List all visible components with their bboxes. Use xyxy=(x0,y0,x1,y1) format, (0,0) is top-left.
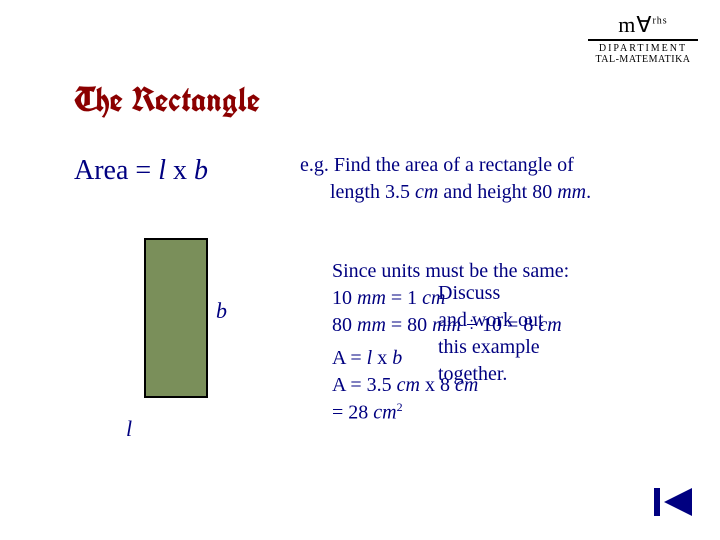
label-l: l xyxy=(126,416,132,442)
work-l6: = 28 cm2 xyxy=(332,399,692,427)
rectangle-diagram: b l xyxy=(144,238,208,398)
area-formula: Area = l x b xyxy=(74,155,208,187)
rectangle-shape xyxy=(144,238,208,398)
page-title: The Rectangle xyxy=(74,78,260,122)
eg-mm: mm xyxy=(557,181,586,203)
logo-top: m∀rhs xyxy=(588,12,698,41)
example-text: e.g. Find the area of a rectangle of len… xyxy=(300,152,670,206)
discuss-l1: Discuss xyxy=(438,280,638,307)
logo-sub2: TAL-MATEMATIKA xyxy=(588,54,698,65)
eg-l2b: and height 80 xyxy=(438,181,557,203)
discuss-l4: together. xyxy=(438,361,638,388)
label-b: b xyxy=(216,298,227,324)
eg-l1: Find the area of a rectangle of xyxy=(334,154,574,176)
eg-dot: . xyxy=(586,181,591,203)
discuss-l3: this example xyxy=(438,334,638,361)
slide: m∀rhs DIPARTIMENT TAL-MATEMATIKA The Rec… xyxy=(0,0,720,540)
logo-sub1: DIPARTIMENT xyxy=(588,43,698,54)
discuss-overlay: Discuss and work out this example togeth… xyxy=(438,280,638,388)
eg-l2a: length 3.5 xyxy=(330,181,415,203)
formula-b: b xyxy=(194,155,208,186)
skip-back-icon xyxy=(652,484,696,520)
formula-prefix: Area = xyxy=(74,155,158,186)
discuss-l2: and work out xyxy=(438,307,638,334)
eg-cm: cm xyxy=(415,181,438,203)
eg-lead: e.g. xyxy=(300,154,334,176)
logo: m∀rhs DIPARTIMENT TAL-MATEMATIKA xyxy=(588,12,698,65)
formula-times: x xyxy=(166,155,194,186)
formula-l: l xyxy=(158,155,166,186)
prev-slide-button[interactable] xyxy=(652,484,696,520)
